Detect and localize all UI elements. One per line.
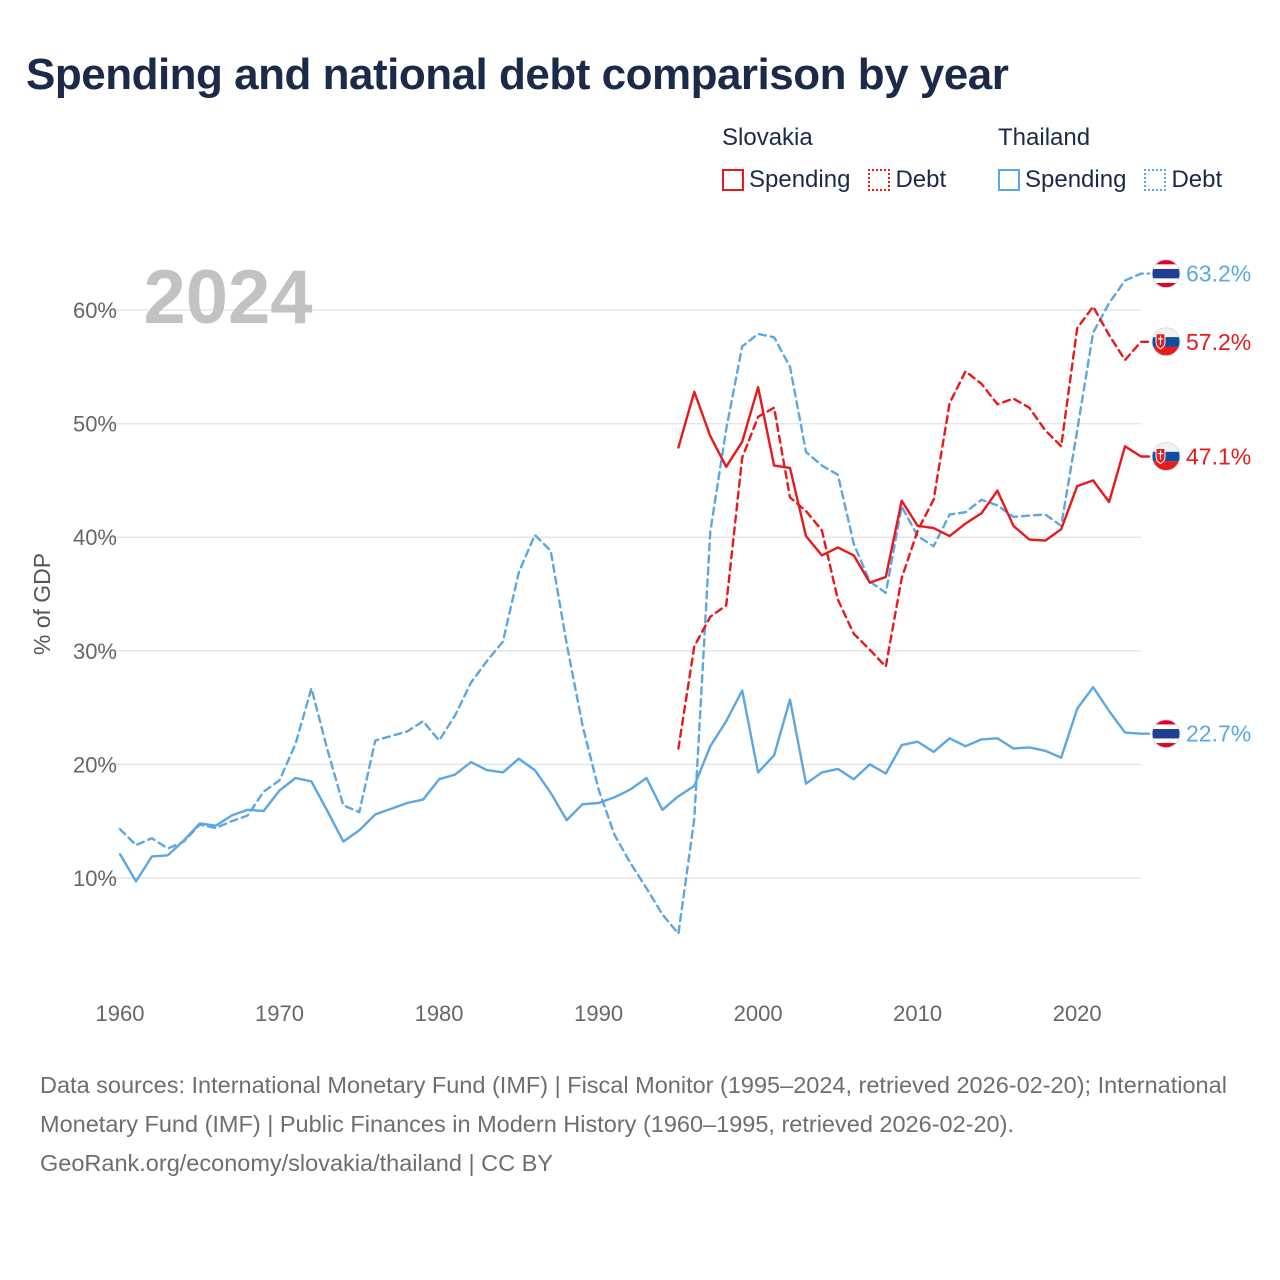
end-labels: 22.7% 63.2% 47.1% 57.2% [1151,259,1251,749]
thailand-spending-end-label: 22.7% [1186,721,1251,747]
footer: Data sources: International Monetary Fun… [40,1066,1240,1183]
y-tick-label: 50% [73,412,117,437]
legend-swatch-solid [998,169,1020,191]
legend-swatch-dotted [868,169,891,191]
thailand-spending-line [118,686,1151,883]
x-tick-label: 1980 [415,1001,464,1026]
line-chart: 2024 10% 20% 30% 40% 50% 60% 1960 1970 1980 1990… [29,255,1251,1026]
y-axis-ticks: 10% 20% 30% 40% 50% 60% [73,298,117,891]
thailand-flag-icon [1151,719,1181,749]
y-tick-label: 40% [73,525,117,550]
x-axis-ticks: 1960 1970 1980 1990 2000 2010 2020 [96,1001,1102,1026]
x-tick-label: 2000 [734,1001,783,1026]
credit-link[interactable]: GeoRank.org/economy/slovakia/thailand | … [40,1150,553,1176]
legend-label: Debt [895,166,947,193]
x-tick-label: 1960 [96,1001,145,1026]
y-tick-label: 60% [73,298,117,323]
y-tick-label: 30% [73,639,117,664]
series-lines [118,272,1151,935]
legend-group-thailand: Thailand Spending Debt [998,124,1222,194]
legend-group-name: Thailand [998,124,1091,151]
legend-label: Debt [1171,166,1223,193]
legend-label: Spending [749,166,851,193]
slovakia-flag-icon [1151,327,1181,357]
thailand-flag-icon [1151,259,1181,289]
y-axis-label: % of GDP [29,553,55,655]
slovakia-debt-line [677,305,1151,750]
chart-title: Spending and national debt comparison by… [26,50,1009,99]
x-tick-label: 2020 [1053,1001,1102,1026]
thailand-debt-line [118,272,1151,935]
slovakia-flag-icon [1151,442,1181,472]
y-tick-label: 20% [73,752,117,777]
legend-item-thailand-debt[interactable]: Debt [1144,166,1222,194]
year-label: 2024 [143,255,312,340]
slovakia-debt-end-label: 57.2% [1186,329,1251,355]
legend-item-slovakia-debt[interactable]: Debt [868,166,946,194]
legend-swatch-dotted [1144,169,1167,191]
legend-label: Spending [1025,166,1127,193]
legend-group-slovakia: Slovakia Spending Debt [722,124,946,194]
legend-item-thailand-spending[interactable]: Spending [998,166,1126,194]
y-tick-label: 10% [73,866,117,891]
legend-item-slovakia-spending[interactable]: Spending [722,166,850,194]
thailand-debt-end-label: 63.2% [1186,261,1251,287]
slovakia-spending-end-label: 47.1% [1186,444,1251,470]
legend-swatch-solid [722,169,744,191]
legend-group-name: Slovakia [722,124,813,151]
data-sources: Data sources: International Monetary Fun… [40,1072,1227,1137]
slovakia-spending-line [677,386,1151,584]
x-tick-label: 1990 [574,1001,623,1026]
x-tick-label: 1970 [255,1001,304,1026]
gridlines [103,309,1141,879]
x-tick-label: 2010 [893,1001,942,1026]
